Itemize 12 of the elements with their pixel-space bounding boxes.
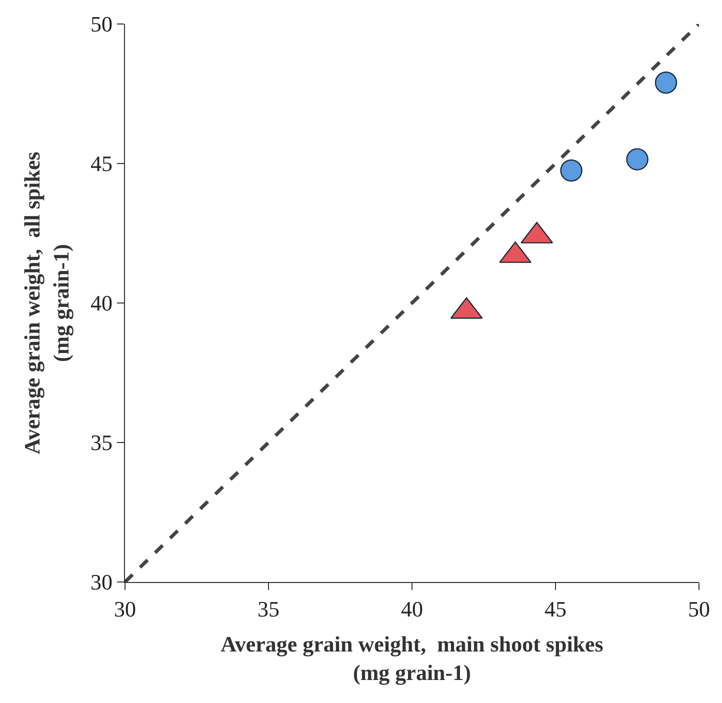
x-tick-label: 45: [544, 596, 566, 622]
x-tick-label: 35: [258, 596, 280, 622]
y-tick-label: 35: [90, 430, 112, 456]
y-tick-label: 45: [90, 151, 112, 176]
y-axis-title: Average grain weight, all spikes (mg grain-1): [20, 151, 74, 454]
x-tick-label: 50: [688, 596, 710, 622]
x-tick-label: 40: [401, 596, 423, 622]
y-tick-label: 40: [90, 290, 112, 316]
y-tick-label: 50: [90, 12, 112, 37]
y-tick-label: 30: [90, 570, 112, 595]
x-tick-label: 30: [114, 596, 136, 622]
x-axis-title: Average grain weight, main shoot spikes (mg grain-1): [220, 631, 604, 685]
